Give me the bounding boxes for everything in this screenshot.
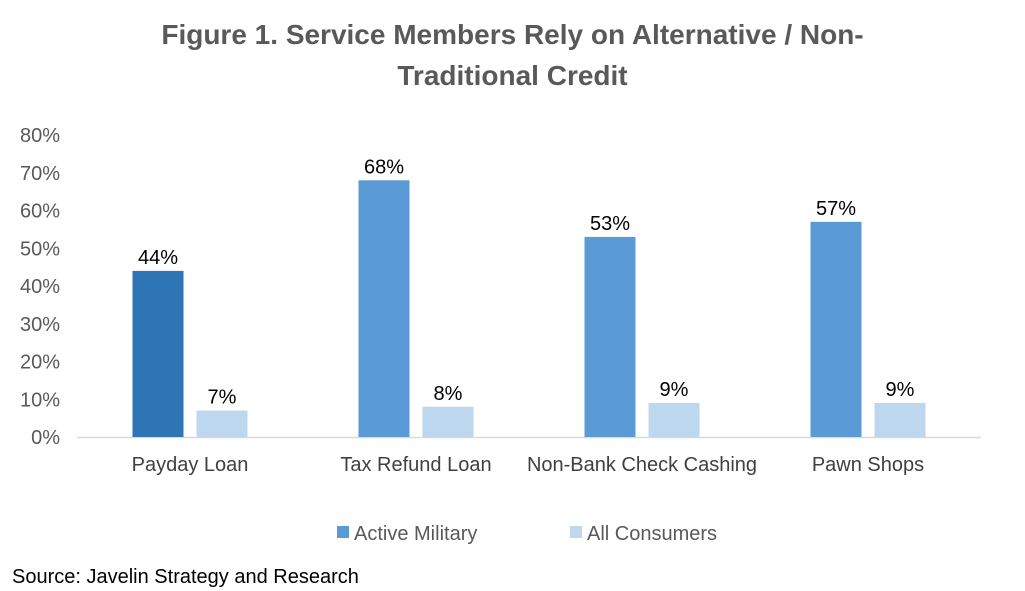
data-label: 44% (138, 247, 178, 269)
bar-all-consumers (196, 410, 248, 437)
y-tick-label: 70% (20, 163, 60, 185)
y-tick-label: 40% (20, 276, 60, 298)
source-note: Source: Javelin Strategy and Research (12, 566, 359, 588)
y-tick-label: 80% (20, 125, 60, 147)
y-tick-label: 60% (20, 201, 60, 223)
data-label: 9% (660, 379, 689, 401)
chart-title: Figure 1. Service Members Rely on Altern… (161, 19, 864, 91)
legend-label: Active Military (354, 523, 477, 545)
x-tick-label: Tax Refund Loan (340, 454, 491, 476)
bar-all-consumers (874, 403, 926, 437)
legend-label: All Consumers (587, 523, 717, 545)
data-label: 7% (208, 387, 237, 409)
x-tick-label: Non-Bank Check Cashing (527, 454, 757, 476)
legend-swatch (570, 526, 582, 538)
data-label: 57% (816, 198, 856, 220)
x-tick-label: Pawn Shops (812, 454, 924, 476)
data-label: 68% (364, 156, 404, 178)
bar-active-military (132, 270, 184, 437)
legend-swatch (337, 526, 349, 538)
y-tick-label: 20% (20, 352, 60, 374)
y-tick-label: 10% (20, 389, 60, 411)
bar-active-military (810, 221, 862, 437)
bar-all-consumers (422, 406, 474, 437)
bar-active-military (584, 236, 636, 437)
data-label: 53% (590, 213, 630, 235)
data-label: 9% (886, 379, 915, 401)
y-tick-label: 50% (20, 238, 60, 260)
bar-active-military (358, 180, 410, 438)
data-label: 8% (434, 383, 463, 405)
y-tick-label: 30% (20, 314, 60, 336)
y-tick-label: 0% (31, 427, 60, 449)
bar-all-consumers (648, 403, 700, 437)
x-tick-label: Payday Loan (132, 454, 249, 476)
